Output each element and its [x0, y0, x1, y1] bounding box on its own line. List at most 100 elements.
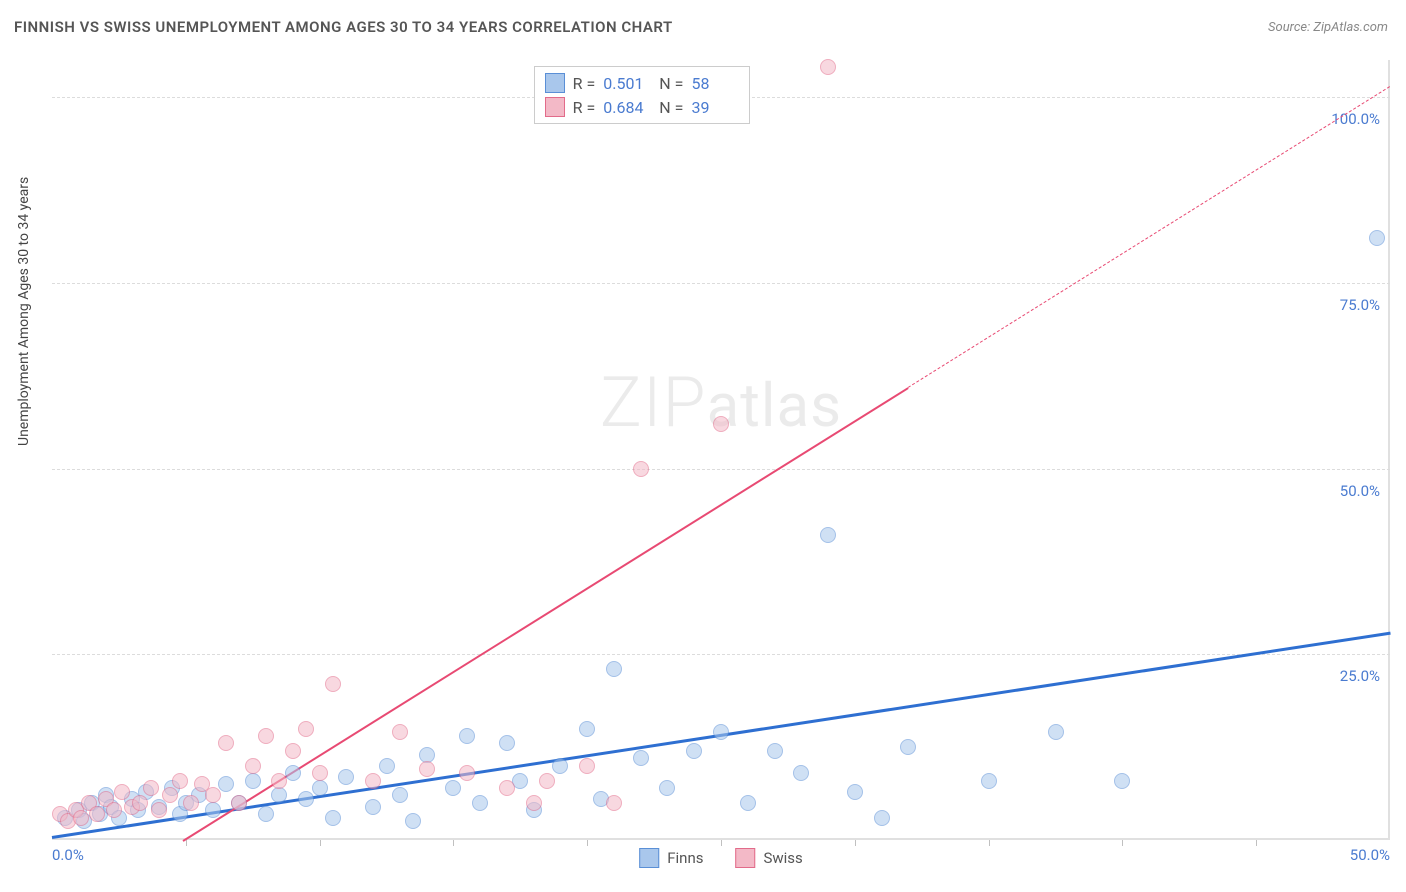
point-swiss — [271, 773, 287, 789]
point-swiss — [579, 758, 595, 774]
point-swiss — [162, 787, 178, 803]
x-tick — [453, 840, 454, 846]
gridline-h — [52, 469, 1390, 470]
point-finns — [298, 791, 314, 807]
x-tick — [320, 840, 321, 846]
point-finns — [205, 802, 221, 818]
point-finns — [579, 721, 595, 737]
legend-r-label: R = — [573, 98, 596, 117]
legend-r-label: R = — [573, 74, 596, 93]
gridline-h — [52, 283, 1390, 284]
point-swiss — [205, 787, 221, 803]
point-finns — [874, 810, 890, 826]
point-swiss — [172, 773, 188, 789]
point-swiss — [183, 795, 199, 811]
point-finns — [633, 750, 649, 766]
point-swiss — [713, 416, 729, 432]
point-finns — [271, 787, 287, 803]
point-finns — [767, 743, 783, 759]
point-finns — [365, 799, 381, 815]
point-finns — [472, 795, 488, 811]
gridline-h — [52, 654, 1390, 655]
point-finns — [312, 780, 328, 796]
legend-n-label: N = — [659, 98, 683, 117]
point-finns — [419, 747, 435, 763]
legend-row-finns: R =0.501N =58 — [545, 71, 740, 95]
point-swiss — [526, 795, 542, 811]
legend-swatch — [545, 73, 565, 93]
point-finns — [1369, 230, 1385, 246]
y-axis-label: Unemployment Among Ages 30 to 34 years — [16, 177, 32, 446]
point-swiss — [151, 802, 167, 818]
chart-title: FINNISH VS SWISS UNEMPLOYMENT AMONG AGES… — [14, 18, 673, 36]
point-finns — [686, 743, 702, 759]
point-swiss — [258, 728, 274, 744]
series-legend-item-finns: Finns — [639, 848, 703, 868]
point-swiss — [73, 810, 89, 826]
point-finns — [713, 724, 729, 740]
x-tick — [855, 840, 856, 846]
point-swiss — [820, 59, 836, 75]
legend-r-value: 0.684 — [603, 98, 651, 117]
x-tick-label: 50.0% — [1350, 846, 1390, 864]
point-swiss — [365, 773, 381, 789]
x-tick — [186, 840, 187, 846]
point-swiss — [132, 795, 148, 811]
point-finns — [981, 773, 997, 789]
point-finns — [405, 813, 421, 829]
series-legend-label: Finns — [667, 849, 703, 867]
point-finns — [392, 787, 408, 803]
y-tick-label: 25.0% — [1340, 667, 1380, 685]
point-swiss — [298, 721, 314, 737]
y-tick-label: 100.0% — [1331, 110, 1380, 128]
point-finns — [552, 758, 568, 774]
point-finns — [445, 780, 461, 796]
point-swiss — [231, 795, 247, 811]
y-tick-label: 50.0% — [1340, 482, 1380, 500]
point-finns — [338, 769, 354, 785]
x-tick — [989, 840, 990, 846]
point-swiss — [114, 784, 130, 800]
point-swiss — [143, 780, 159, 796]
series-legend: Finns Swiss — [639, 848, 803, 868]
source-attribution: Source: ZipAtlas.com — [1268, 20, 1388, 35]
y-tick-label: 75.0% — [1340, 296, 1380, 314]
legend-swatch — [639, 848, 659, 868]
point-swiss — [312, 765, 328, 781]
point-swiss — [285, 743, 301, 759]
point-swiss — [606, 795, 622, 811]
x-tick — [587, 840, 588, 846]
point-finns — [245, 773, 261, 789]
point-swiss — [633, 461, 649, 477]
point-swiss — [392, 724, 408, 740]
point-swiss — [419, 761, 435, 777]
point-finns — [218, 776, 234, 792]
point-finns — [459, 728, 475, 744]
point-finns — [499, 735, 515, 751]
point-finns — [1048, 724, 1064, 740]
point-swiss — [499, 780, 515, 796]
point-finns — [820, 527, 836, 543]
legend-swatch — [735, 848, 755, 868]
point-finns — [325, 810, 341, 826]
trend-swiss-dash — [908, 86, 1390, 388]
y-axis-line — [1388, 60, 1390, 840]
x-tick — [1122, 840, 1123, 846]
point-finns — [258, 806, 274, 822]
point-swiss — [89, 806, 105, 822]
series-legend-item-swiss: Swiss — [735, 848, 802, 868]
correlation-legend: R =0.501N =58R =0.684N =39 — [534, 66, 751, 124]
point-finns — [793, 765, 809, 781]
point-finns — [1114, 773, 1130, 789]
point-finns — [847, 784, 863, 800]
point-finns — [379, 758, 395, 774]
point-finns — [900, 739, 916, 755]
legend-row-swiss: R =0.684N =39 — [545, 95, 740, 119]
point-swiss — [106, 802, 122, 818]
point-swiss — [539, 773, 555, 789]
point-swiss — [218, 735, 234, 751]
point-swiss — [459, 765, 475, 781]
scatter-plot: ZIPatlas 25.0%50.0%75.0%100.0%0.0%50.0%R… — [52, 60, 1390, 840]
point-finns — [606, 661, 622, 677]
x-tick-label: 0.0% — [52, 846, 84, 864]
